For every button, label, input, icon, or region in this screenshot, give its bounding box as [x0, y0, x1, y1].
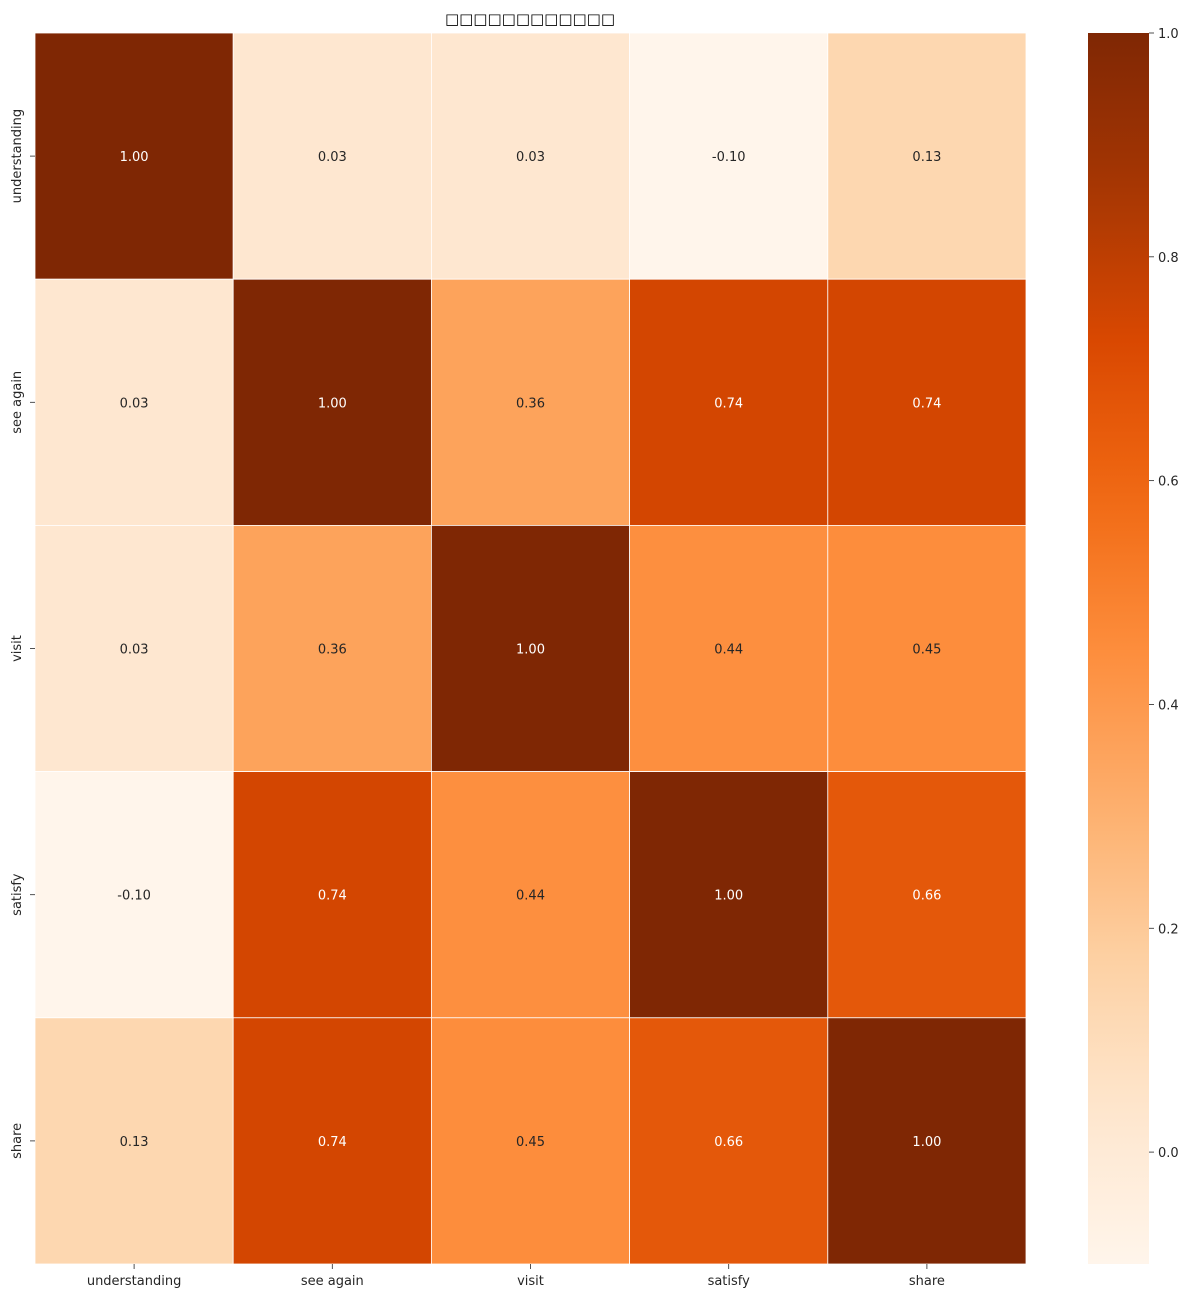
x-tick-label: understanding: [87, 1274, 182, 1289]
cell-value-label: 0.74: [318, 1135, 347, 1150]
cell-value-label: 0.44: [516, 889, 545, 904]
cell-value-label: 1.00: [318, 396, 347, 411]
y-tick-label: understanding: [10, 109, 25, 204]
heatmap-cell: [827, 1017, 1027, 1265]
y-tick-label: visit: [10, 635, 25, 662]
heatmap-cell: [827, 771, 1027, 1019]
cell-value-label: 0.03: [318, 150, 347, 165]
y-tick-label: satisfy: [10, 873, 25, 916]
heatmap-cell: [232, 771, 432, 1019]
cell-value-label: 0.66: [912, 889, 941, 904]
heatmap-cell: [430, 278, 630, 526]
colorbar-tick-label: 0.0: [1158, 1146, 1179, 1161]
colorbar-tick-label: 0.4: [1158, 698, 1179, 713]
colorbar-tick-label: 0.2: [1158, 922, 1179, 937]
cell-value-label: -0.10: [117, 889, 151, 904]
heatmap-cell: [232, 1017, 432, 1265]
heatmap-cell: [34, 32, 234, 280]
cell-value-label: 1.00: [912, 1135, 941, 1150]
colorbar-tick-label: 1.0: [1158, 27, 1179, 42]
heatmap-cell: [430, 1017, 630, 1265]
heatmap-cell: [827, 32, 1027, 280]
cell-value-label: 1.00: [120, 150, 149, 165]
cell-value-label: 0.36: [516, 396, 545, 411]
heatmap-cell: [629, 771, 829, 1019]
cell-value-label: 0.74: [912, 396, 941, 411]
y-axis: understanding see again visit satisfy share: [10, 109, 35, 1159]
cell-value-label: 0.03: [120, 643, 149, 658]
heatmap-cell: [629, 32, 829, 280]
colorbar-tick-label: 0.6: [1158, 475, 1179, 490]
cell-value-label: 0.44: [714, 643, 743, 658]
y-tick-label: share: [10, 1123, 25, 1159]
heatmap-cell: [34, 1017, 234, 1265]
cell-value-label: 0.03: [120, 396, 149, 411]
cell-value-label: 0.74: [318, 889, 347, 904]
heatmap-cell-labels: 1.00 0.03 0.03 -0.10 0.13 0.03 1.00 0.36 0.74 0.7…: [117, 150, 941, 1150]
x-tick-label: visit: [517, 1274, 544, 1289]
cell-value-label: -0.10: [712, 150, 746, 165]
heatmap-cell: [232, 278, 432, 526]
chart-title: □□□□□□□□□□□□: [445, 10, 615, 28]
heatmap-cell: [232, 525, 432, 773]
heatmap-cell: [827, 278, 1027, 526]
cell-value-label: 0.36: [318, 643, 347, 658]
heatmap-cell: [232, 32, 432, 280]
heatmap-cell: [827, 525, 1027, 773]
x-tick-label: see again: [301, 1274, 364, 1289]
heatmap-cell: [34, 278, 234, 526]
cell-value-label: 0.13: [120, 1135, 149, 1150]
colorbar-tick-label: 0.8: [1158, 251, 1179, 266]
x-tick-label: satisfy: [708, 1274, 751, 1289]
y-tick-label: see again: [10, 371, 25, 434]
heatmap-cell: [430, 771, 630, 1019]
cell-value-label: 1.00: [516, 643, 545, 658]
cell-value-label: 0.45: [912, 643, 941, 658]
heatmap-cell: [430, 525, 630, 773]
cell-value-label: 0.03: [516, 150, 545, 165]
cell-value-label: 0.13: [912, 150, 941, 165]
heatmap-cell: [430, 32, 630, 280]
cell-value-label: 1.00: [714, 889, 743, 904]
heatmap-cells: [34, 32, 1027, 1265]
colorbar: [1088, 33, 1149, 1264]
cell-value-label: 0.74: [714, 396, 743, 411]
heatmap-cell: [629, 525, 829, 773]
cell-value-label: 0.66: [714, 1135, 743, 1150]
colorbar-axis: 0.0 0.2 0.4 0.6 0.8 1.0: [1149, 27, 1179, 1161]
cell-value-label: 0.45: [516, 1135, 545, 1150]
x-tick-label: share: [909, 1274, 945, 1289]
x-axis: understanding see again visit satisfy share: [87, 1264, 945, 1289]
